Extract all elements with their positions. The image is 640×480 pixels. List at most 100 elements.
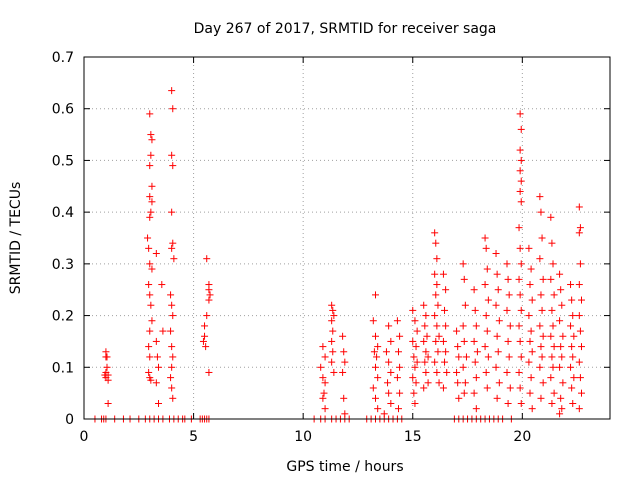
data-point <box>494 286 502 294</box>
data-point <box>396 363 404 371</box>
data-point <box>482 368 490 376</box>
data-point <box>528 405 536 413</box>
data-point <box>578 296 586 304</box>
data-point <box>374 343 382 351</box>
data-point <box>556 363 564 371</box>
data-point <box>516 244 524 252</box>
data-point <box>199 337 207 345</box>
data-point <box>395 405 403 413</box>
data-point <box>471 306 479 314</box>
data-point <box>495 317 503 325</box>
data-point <box>504 399 512 407</box>
data-point <box>330 368 338 376</box>
y-tick-label: 0.1 <box>52 360 74 376</box>
data-point <box>548 399 556 407</box>
x-tick-label: 10 <box>294 429 312 445</box>
data-point <box>433 281 441 289</box>
data-point <box>558 301 566 309</box>
data-point <box>570 332 578 340</box>
data-point <box>481 281 489 289</box>
data-point <box>320 389 328 397</box>
data-point <box>420 384 428 392</box>
data-point <box>169 312 177 320</box>
data-point <box>168 363 176 371</box>
plot-frame <box>83 56 611 420</box>
data-point <box>168 343 176 351</box>
data-point <box>569 353 577 361</box>
data-point <box>483 327 491 335</box>
data-point <box>424 353 432 361</box>
data-point <box>460 337 468 345</box>
data-point <box>412 343 420 351</box>
y-tick-label: 0.5 <box>52 153 74 169</box>
data-point <box>202 343 210 351</box>
data-point <box>460 389 468 397</box>
data-point <box>104 376 112 384</box>
data-point <box>339 332 347 340</box>
data-point <box>470 286 478 294</box>
data-point <box>159 327 167 335</box>
data-point <box>461 379 469 387</box>
data-point <box>153 353 161 361</box>
data-point <box>145 281 153 289</box>
data-point <box>374 405 382 413</box>
data-point <box>569 312 577 320</box>
axis-ticks: 0 5 10 15 20 0 0.1 0.2 0.3 0.4 0.5 0.6 0.7 <box>52 50 610 445</box>
data-point <box>170 255 178 263</box>
data-point <box>568 296 576 304</box>
data-point <box>146 110 154 118</box>
data-point <box>393 317 401 325</box>
data-point <box>370 348 378 356</box>
data-point <box>442 286 450 294</box>
data-point <box>558 405 566 413</box>
data-point <box>145 244 153 252</box>
data-point <box>371 363 379 371</box>
data-point <box>424 379 432 387</box>
data-point <box>340 348 348 356</box>
data-point <box>484 296 492 304</box>
data-point <box>517 177 525 185</box>
data-point <box>396 389 404 397</box>
data-point <box>547 275 555 283</box>
data-point <box>203 255 211 263</box>
data-point <box>568 384 576 392</box>
data-point <box>413 327 421 335</box>
data-point <box>539 275 547 283</box>
data-point <box>382 348 390 356</box>
data-point <box>525 358 533 366</box>
data-point <box>517 306 525 314</box>
data-point <box>441 358 449 366</box>
data-point <box>576 260 584 268</box>
data-point <box>373 353 381 361</box>
data-point <box>341 358 349 366</box>
data-point <box>152 337 160 345</box>
data-point <box>470 337 478 345</box>
data-point <box>329 327 337 335</box>
data-point <box>481 343 489 351</box>
data-point <box>396 332 404 340</box>
data-point <box>454 379 462 387</box>
data-point <box>371 332 379 340</box>
data-point <box>538 234 546 242</box>
data-point <box>168 384 176 392</box>
data-point <box>568 343 576 351</box>
data-point <box>472 322 480 330</box>
data-point <box>492 250 500 258</box>
data-point <box>527 374 535 382</box>
data-point <box>432 337 440 345</box>
data-point <box>421 322 429 330</box>
data-point <box>410 353 418 361</box>
data-point <box>152 250 160 258</box>
data-point <box>527 265 535 273</box>
data-point <box>167 327 175 335</box>
y-tick-label: 0 <box>65 412 74 428</box>
data-point <box>329 348 337 356</box>
data-point <box>567 363 575 371</box>
data-point <box>385 322 393 330</box>
data-point <box>525 312 533 320</box>
data-point <box>473 348 481 356</box>
data-point <box>441 306 449 314</box>
data-point <box>442 348 450 356</box>
data-point <box>517 156 525 164</box>
